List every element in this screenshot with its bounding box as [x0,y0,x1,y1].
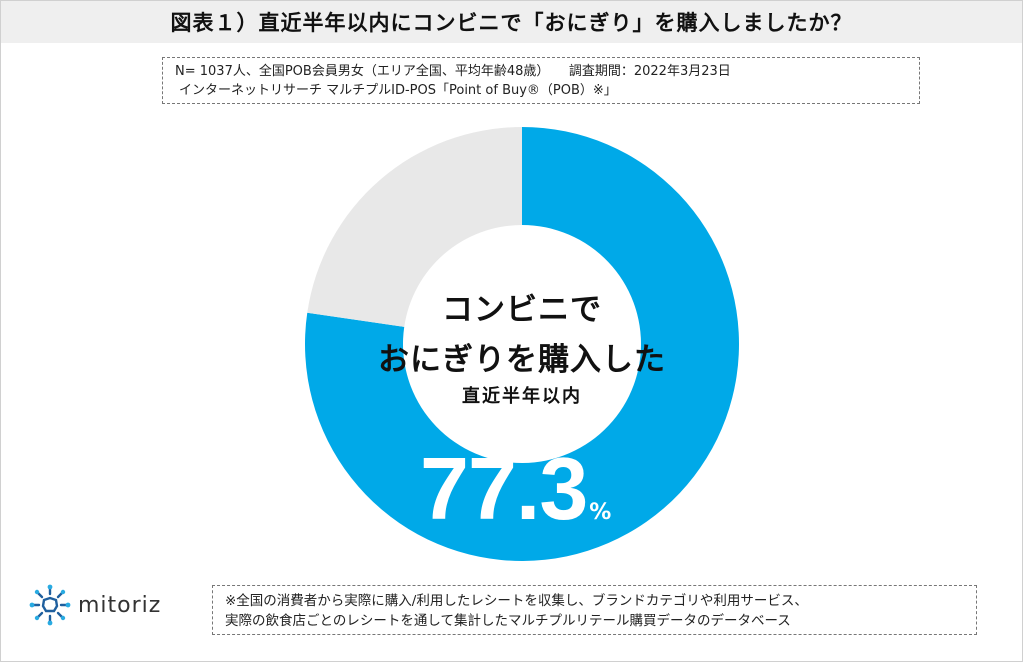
title-bar: 図表１）直近半年以内にコンビニで「おにぎり」を購入しましたか？ [1,1,1022,43]
brand-name: mitoriz [78,592,162,618]
percentage-value: 77.3 [420,439,588,538]
donut-slice-remainder [307,127,522,327]
donut-slice-purchased [305,127,739,561]
percentage-data-label: 77.3% [420,438,680,548]
footnote-line-1: ※全国の消費者から実際に購入/利用したレシートを収集し、ブランドカテゴリや利用サ… [225,593,808,609]
survey-info-line-1: N= 1037人、全国POB会員男女（エリア全国、平均年齢48歳） 調査期間：2… [175,64,731,79]
chart-title: 図表１）直近半年以内にコンビニで「おにぎり」を購入しましたか？ [170,11,853,35]
survey-info-box: N= 1037人、全国POB会員男女（エリア全国、平均年齢48歳） 調査期間：2… [162,57,920,104]
footnote-box: ※全国の消費者から実際に購入/利用したレシートを収集し、ブランドカテゴリや利用サ… [212,585,977,635]
mitoriz-logo-icon [29,584,71,626]
center-label-line-1: コンビニで [442,292,602,328]
percentage-unit: % [589,500,612,525]
footnote-line-2: 実際の飲食店ごとのレシートを通して集計したマルチプルリテール購買データのデータベ… [225,613,791,629]
brand-logo: mitoriz [28,584,188,626]
center-label-line-2: おにぎりを購入した [378,342,666,378]
center-label-line-3: 直近半年以内 [462,386,582,407]
survey-info-line-2: インターネットリサーチ マルチプルID-POS「Point of Buy®（PO… [179,83,617,98]
